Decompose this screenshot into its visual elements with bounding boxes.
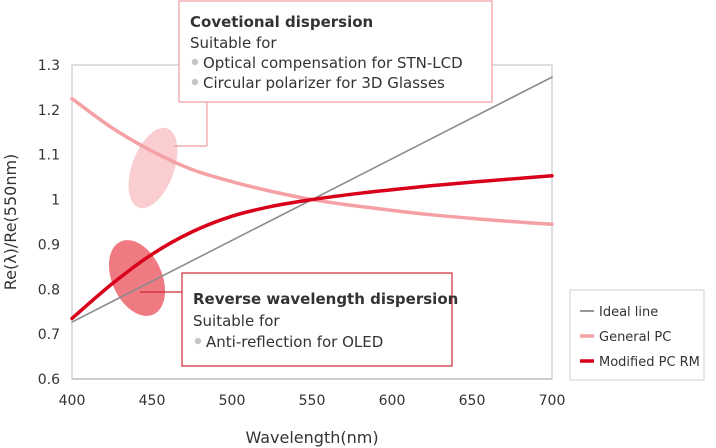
conventional-annotation-box [178, 0, 493, 103]
bullet-icon [191, 58, 199, 66]
y-tick-label: 1 [51, 193, 60, 209]
reverse-annotation-box [181, 272, 453, 367]
legend-label-modified-pc-rm: Modified PC RM [599, 355, 700, 370]
legend-label-general-pc: General PC [599, 330, 671, 345]
conventional-dispersion-highlight [128, 127, 178, 209]
bullet-icon [194, 337, 202, 345]
x-tick-label: 600 [379, 393, 406, 409]
x-tick-label: 400 [59, 393, 86, 409]
reverse-subtitle: Suitable for [193, 312, 280, 330]
y-tick-label: 0.6 [38, 372, 60, 388]
x-tick-label: 450 [139, 393, 166, 409]
y-tick-label: 0.7 [38, 327, 60, 343]
reverse-title: Reverse wavelength dispersion [193, 290, 458, 308]
conventional-item-1: Optical compensation for STN-LCD [203, 54, 463, 72]
reverse-item-1: Anti-reflection for OLED [206, 333, 383, 351]
legend-label-ideal-line: Ideal line [599, 305, 658, 320]
y-tick-label: 1.3 [38, 58, 60, 74]
conventional-title: Covetional dispersion [190, 13, 373, 31]
series-layer [70, 76, 554, 323]
x-axis-title: Wavelength(nm) [245, 428, 378, 447]
reverse-dispersion-highlight [108, 240, 166, 316]
y-tick-label: 0.8 [38, 282, 60, 298]
y-tick-label: 0.9 [38, 237, 60, 253]
bullet-icon [191, 78, 199, 86]
y-axis-title: Re(λ)/Re(550nm) [1, 154, 20, 291]
conventional-item-2: Circular polarizer for 3D Glasses [203, 74, 445, 92]
x-tick-label: 500 [219, 393, 246, 409]
x-tick-label: 650 [459, 393, 486, 409]
x-tick-label: 700 [539, 393, 566, 409]
series-line-modified-pc-rm [70, 174, 554, 321]
conventional-subtitle: Suitable for [190, 34, 277, 52]
x-tick-label: 550 [299, 393, 326, 409]
y-tick-label: 1.2 [38, 103, 60, 119]
y-tick-label: 1.1 [38, 148, 60, 164]
tick-label-layer: 400 450 500 550 600 650 700 0.6 0.7 0.8 0.9 1 1.1 1.2… [38, 58, 566, 409]
